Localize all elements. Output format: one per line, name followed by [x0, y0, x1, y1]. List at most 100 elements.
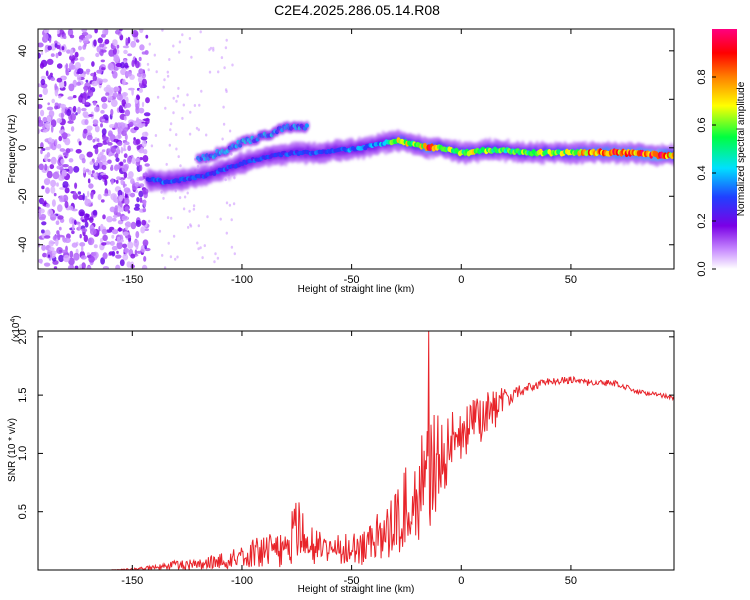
noise-blob — [138, 190, 144, 198]
noise-blob — [75, 149, 82, 154]
noise-blob — [50, 125, 54, 133]
noise-blob — [55, 52, 59, 59]
snr-multiplier: (x104) — [10, 315, 22, 342]
chart-title: C2E4.2025.286.05.14.R08 — [274, 2, 440, 18]
noise-blob — [68, 62, 74, 70]
noise-blob — [45, 70, 49, 77]
noise-blob — [141, 78, 147, 87]
noise-blob — [121, 148, 127, 152]
noise-blob — [101, 78, 108, 83]
noise-blob — [50, 119, 57, 128]
noise-blob — [68, 83, 75, 92]
y-tick-label: -40 — [17, 237, 29, 253]
noise-blob — [100, 110, 105, 114]
noise-blob — [110, 178, 115, 185]
noise-blob — [54, 83, 58, 91]
noise-speck — [198, 103, 201, 107]
noise-blob — [52, 171, 60, 180]
snr-frame — [37, 330, 675, 571]
noise-blob — [145, 34, 149, 39]
noise-blob — [57, 204, 63, 213]
noise-blob — [113, 138, 119, 143]
noise-blob — [101, 128, 107, 136]
noise-blob — [107, 62, 115, 71]
noise-speck — [179, 164, 182, 168]
noise-speck — [162, 196, 165, 200]
noise-blob — [110, 146, 117, 154]
noise-speck — [196, 241, 199, 245]
noise-blob — [63, 35, 67, 39]
y-tick-label: 20 — [17, 93, 29, 105]
noise-blob — [136, 95, 141, 101]
noise-speck — [224, 46, 228, 50]
y-tick-label: 2.0 — [17, 329, 29, 344]
noise-speck — [230, 152, 233, 156]
noise-blob — [116, 176, 121, 181]
noise-blob — [47, 45, 52, 51]
noise-speck — [212, 46, 215, 50]
noise-speck — [176, 255, 179, 259]
noise-blob — [88, 114, 94, 117]
noise-blob — [67, 120, 74, 124]
noise-speck — [178, 50, 181, 54]
noise-blob — [97, 138, 100, 143]
noise-blob — [61, 169, 67, 177]
noise-blob — [140, 136, 148, 141]
noise-blob — [144, 245, 147, 250]
noise-blob — [69, 48, 74, 57]
noise-blob — [58, 226, 62, 231]
noise-blob — [87, 178, 91, 184]
noise-blob — [71, 223, 75, 231]
noise-blob — [125, 225, 128, 231]
noise-speck — [222, 105, 225, 109]
noise-blob — [131, 59, 135, 68]
noise-blob — [138, 68, 144, 75]
noise-blob — [115, 29, 121, 35]
noise-blob — [89, 161, 94, 165]
y-tick-label: 0.5 — [17, 504, 29, 519]
noise-blob — [93, 244, 98, 249]
noise-blob — [81, 157, 86, 164]
noise-blob — [136, 250, 142, 254]
noise-blob — [56, 29, 60, 35]
noise-blob — [101, 67, 106, 71]
noise-blob — [119, 161, 124, 167]
snr-y-label: SNR (10 * v/v) — [7, 418, 18, 482]
noise-blob — [50, 186, 56, 194]
noise-blob — [126, 156, 132, 165]
noise-blob — [115, 157, 120, 162]
x-tick-label: 50 — [565, 274, 577, 286]
noise-blob — [73, 219, 77, 226]
noise-blob — [63, 152, 68, 156]
noise-blob — [139, 197, 143, 203]
noise-blob — [110, 193, 117, 201]
noise-speck — [168, 143, 171, 147]
noise-blob — [65, 63, 69, 69]
noise-speck — [192, 204, 196, 208]
y-tick-label: 1.0 — [17, 446, 29, 461]
snr-y-axis: 0.5 1.0 1.5 2.0 — [17, 329, 674, 519]
noise-blob — [40, 51, 44, 56]
noise-blob — [77, 191, 82, 195]
noise-blob — [42, 129, 48, 133]
x-tick-label: -150 — [121, 575, 143, 587]
upper-branch — [195, 120, 310, 165]
noise-blob — [113, 66, 119, 71]
noise-blob — [134, 249, 138, 256]
noise-blob — [101, 149, 106, 153]
noise-blob — [68, 257, 75, 266]
noise-blob — [112, 92, 118, 98]
noise-speck — [189, 110, 192, 114]
noise-speck — [190, 55, 193, 59]
noise-blob — [72, 95, 77, 99]
noise-blob — [74, 265, 79, 269]
noise-blob — [107, 95, 113, 102]
noise-blob — [124, 62, 129, 69]
noise-blob — [114, 164, 119, 172]
noise-blob — [58, 175, 65, 181]
noise-blob — [131, 30, 139, 38]
noise-speck — [197, 128, 200, 132]
x-tick-label: 0 — [458, 575, 464, 587]
noise-speck — [166, 216, 170, 220]
noise-blob — [60, 112, 64, 119]
